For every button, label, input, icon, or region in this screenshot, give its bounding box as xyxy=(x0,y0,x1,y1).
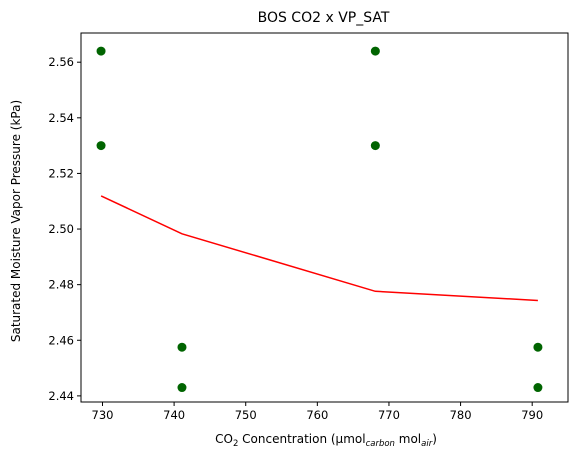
data-point xyxy=(370,141,380,151)
x-axis-label-prefix: CO xyxy=(215,432,233,446)
chart-title: BOS CO2 x VP_SAT xyxy=(258,10,390,26)
x-tick-label: 770 xyxy=(378,408,400,422)
plot-area: 730 740 750 760 770 780 790 2.44 2.46 2.48 2.50 2.5… xyxy=(48,32,569,422)
data-point xyxy=(96,141,106,151)
data-point xyxy=(177,342,187,352)
data-point xyxy=(177,383,187,393)
x-tick-label: 780 xyxy=(450,408,472,422)
plot-frame xyxy=(80,32,569,403)
x-axis-label: CO2 Concentration (μmolcarbon molair) xyxy=(215,432,437,449)
data-point xyxy=(96,46,106,56)
x-tick-label: 750 xyxy=(235,408,257,422)
data-point xyxy=(533,383,543,393)
x-axis-label-sub-air: air xyxy=(421,439,433,449)
y-tick-label: 2.54 xyxy=(48,111,74,125)
trend-line xyxy=(100,195,538,302)
x-axis-label-sub-carbon: carbon xyxy=(366,439,395,449)
y-axis-label: Saturated Moisture Vapor Pressure (kPa) xyxy=(9,100,23,342)
x-axis-label-mid: Concentration (μmol xyxy=(238,432,365,446)
y-tick-label: 2.44 xyxy=(48,389,74,403)
y-tick-label: 2.48 xyxy=(48,278,74,292)
y-tick-label: 2.50 xyxy=(48,222,74,236)
y-tick-label: 2.56 xyxy=(48,55,74,69)
x-tick-label: 740 xyxy=(163,408,185,422)
x-tick-label: 790 xyxy=(521,408,543,422)
x-tick-label: 760 xyxy=(306,408,328,422)
x-axis-label-suffix: ) xyxy=(432,432,437,446)
y-tick-label: 2.52 xyxy=(48,166,74,180)
data-point xyxy=(533,342,543,352)
x-tick-label: 730 xyxy=(92,408,114,422)
data-point xyxy=(370,46,380,56)
y-tick-label: 2.46 xyxy=(48,333,74,347)
x-axis-label-sub2: 2 xyxy=(233,439,238,449)
x-axis-label-mid2: mol xyxy=(395,432,421,446)
